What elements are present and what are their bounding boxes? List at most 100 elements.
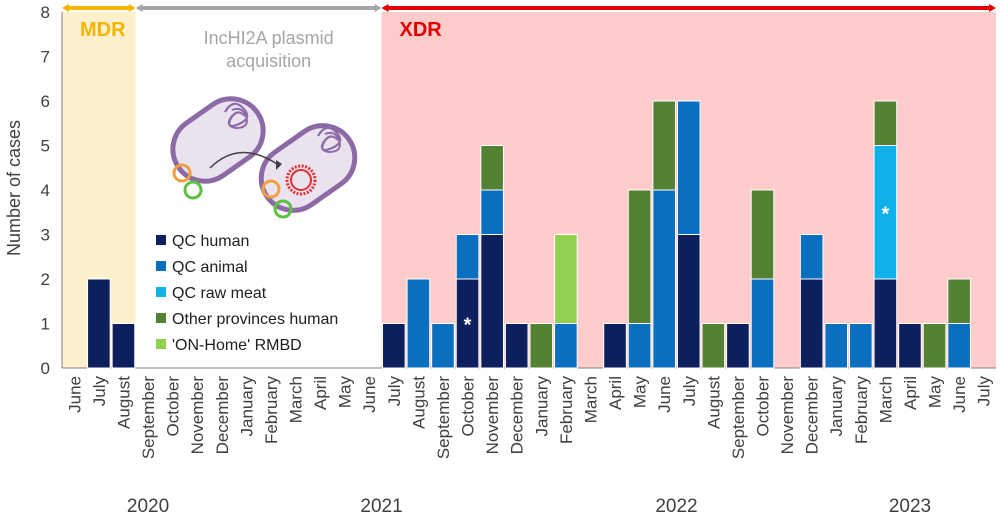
bar-segment [676, 234, 701, 369]
bar-segment [603, 323, 627, 369]
x-tick-label: July [90, 376, 109, 407]
bar-segment [87, 278, 111, 369]
x-tick-label: July [680, 376, 699, 407]
x-tick-label: June [65, 376, 84, 413]
x-tick-label: April [311, 376, 330, 410]
phase-arrow-head [989, 4, 996, 12]
plasmid-note: IncHI2A plasmid acquisition [204, 28, 334, 71]
x-tick-label: January [827, 376, 846, 437]
x-tick-label: April [901, 376, 920, 410]
x-tick-label: September [434, 376, 453, 459]
bar-segment [799, 234, 824, 280]
bar-segment [504, 323, 529, 369]
x-tick-label: November [188, 376, 207, 455]
bar-segment [554, 323, 578, 369]
legend-label: QC human [172, 233, 249, 250]
bar-segment [947, 323, 971, 369]
year-label: 2020 [127, 496, 169, 517]
x-tick-label: May [926, 376, 945, 409]
y-tick-label: 1 [41, 315, 50, 334]
x-tick-label: February [262, 376, 281, 445]
bar-annotation: * [464, 315, 472, 337]
x-tick-label: August [409, 376, 428, 429]
bar-segment [480, 189, 504, 235]
bar-segment [922, 323, 947, 369]
phase-arrow-head [381, 4, 389, 12]
x-tick-label: November [483, 376, 502, 455]
x-tick-label: January [237, 376, 256, 437]
x-tick-label: January [532, 376, 551, 437]
legend-swatch [156, 287, 166, 297]
x-tick-label: May [336, 376, 355, 409]
bar-segment [898, 323, 922, 369]
x-tick-label: June [655, 376, 674, 413]
x-tick-label: September [729, 376, 748, 459]
phase-arrow-head [374, 4, 382, 12]
bar-segment [947, 278, 971, 324]
bar-segment [111, 323, 136, 369]
phase-background [135, 12, 382, 368]
bar-annotation: * [881, 203, 889, 225]
phase-arrow-head [62, 4, 69, 12]
x-tick-label: February [557, 376, 576, 445]
legend-label: QC raw meat [172, 285, 267, 302]
x-tick-label: March [287, 376, 306, 423]
x-tick-label: June [950, 376, 969, 413]
bar-segment [554, 234, 578, 324]
year-label: 2022 [655, 496, 697, 517]
x-tick-label: November [778, 376, 797, 455]
bar-segment [431, 323, 455, 369]
x-tick-label: May [631, 376, 650, 409]
legend-label: Other provinces human [172, 311, 338, 328]
tick-labels: June July August September October November De… [65, 376, 993, 517]
bar-segment [480, 234, 504, 369]
y-tick-label: 8 [41, 3, 50, 22]
y-tick-label: 7 [41, 48, 50, 67]
x-tick-label: July [385, 376, 404, 407]
legend-label: 'ON-Home' RMBD [172, 337, 302, 354]
x-tick-label: October [754, 376, 773, 437]
bar-segment [750, 189, 775, 280]
legend: QC human QC animal QC raw meat Other provin… [156, 233, 338, 354]
x-tick-label: December [508, 376, 527, 455]
bar-segment [480, 145, 504, 191]
x-tick-label: October [459, 376, 478, 437]
legend-swatch [156, 339, 166, 349]
bar-segment [824, 323, 849, 369]
x-tick-label: September [139, 376, 158, 459]
x-tick-label: July [975, 376, 994, 407]
bar-segment [627, 189, 652, 324]
phase-arrow-head [135, 4, 143, 12]
bar-segment [652, 100, 676, 191]
x-tick-label: December [213, 376, 232, 455]
x-tick-label: August [704, 376, 723, 429]
bar-segment [529, 323, 554, 369]
bar-segment [873, 100, 898, 146]
plasmid-transfer-illustration [170, 96, 358, 219]
bar-segment [382, 323, 406, 369]
bar-segment [406, 278, 431, 369]
y-axis-label: Number of cases [4, 120, 24, 256]
y-tick-label: 3 [41, 226, 50, 245]
phase-arrow-head [128, 4, 136, 12]
phase-label: XDR [400, 19, 443, 41]
bar-segment [750, 278, 775, 369]
bar-segment [726, 323, 750, 369]
year-label: 2021 [360, 496, 402, 517]
bar-segment [873, 278, 898, 369]
x-tick-label: April [606, 376, 625, 410]
phase-label: MDR [80, 19, 126, 41]
bar-segment [701, 323, 726, 369]
bar-segment [849, 323, 873, 369]
y-tick-label: 2 [41, 270, 50, 289]
legend-label: QC animal [172, 259, 248, 276]
x-tick-label: June [360, 376, 379, 413]
x-tick-label: October [164, 376, 183, 437]
x-tick-label: March [581, 376, 600, 423]
legend-swatch [156, 235, 166, 245]
bar-segment [799, 278, 824, 369]
legend-swatch [156, 313, 166, 323]
legend-swatch [156, 261, 166, 271]
y-tick-label: 6 [41, 92, 50, 111]
